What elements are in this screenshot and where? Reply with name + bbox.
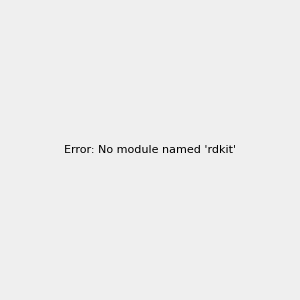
Text: Error: No module named 'rdkit': Error: No module named 'rdkit' bbox=[64, 145, 236, 155]
